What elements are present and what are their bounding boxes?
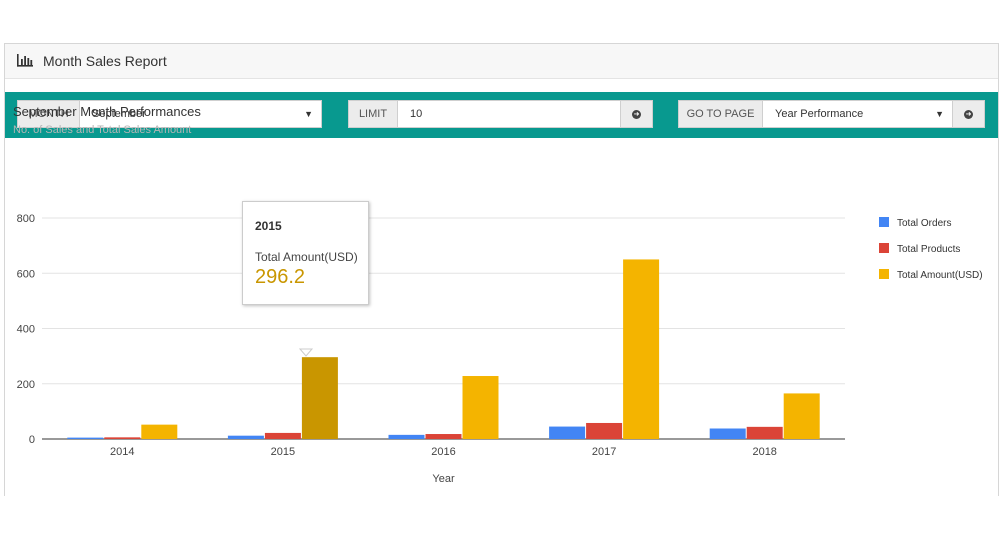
circle-arrow-right-icon: ➜	[964, 109, 973, 119]
chevron-down-icon: ▼	[935, 109, 944, 119]
x-tick-label: 2017	[592, 446, 616, 458]
legend-label: Total Orders	[897, 218, 951, 229]
bar	[623, 259, 660, 439]
month-label: MONTH	[17, 100, 80, 128]
goto-go-button[interactable]: ➜	[953, 100, 985, 128]
circle-arrow-right-icon: ➜	[632, 109, 641, 119]
x-tick-label: 2014	[110, 446, 134, 458]
bar	[783, 393, 820, 439]
legend-label: Total Amount(USD)	[897, 270, 983, 281]
limit-go-button[interactable]: ➜	[621, 100, 653, 128]
bar	[709, 428, 746, 439]
tooltip-value: 296.2	[255, 266, 306, 288]
legend-label: Total Products	[897, 244, 960, 255]
limit-input[interactable]: 10	[398, 100, 621, 128]
bar	[104, 437, 141, 439]
goto-label: GO TO PAGE	[678, 100, 763, 128]
goto-page-select[interactable]: Year Performance ▼	[763, 100, 953, 128]
bar	[227, 435, 264, 439]
chart-subtitle: No. of Sales and Total Sales Amount	[13, 124, 192, 136]
month-select[interactable]: September ▼	[80, 100, 322, 128]
y-tick-label: 800	[17, 213, 35, 225]
tooltip-pointer	[298, 348, 314, 357]
goto-select-value: Year Performance	[775, 108, 864, 120]
legend-swatch	[879, 243, 889, 253]
bar-chart-icon	[17, 54, 33, 67]
bar	[425, 434, 462, 439]
panel-header: Month Sales Report	[5, 44, 998, 79]
bar	[388, 434, 425, 439]
x-tick-label: 2016	[431, 446, 455, 458]
legend-swatch	[879, 269, 889, 279]
x-tick-label: 2018	[752, 446, 776, 458]
month-filter: MONTH September ▼	[17, 100, 322, 128]
bar	[746, 426, 783, 439]
tooltip-series: Total Amount(USD)	[255, 250, 358, 264]
y-tick-label: 600	[17, 268, 35, 280]
chevron-down-icon: ▼	[304, 109, 313, 119]
chart-title: September Month Performances	[13, 104, 201, 119]
bar	[141, 424, 178, 439]
limit-label: LIMIT	[348, 100, 398, 128]
tooltip-category: 2015	[255, 219, 282, 233]
bar	[67, 437, 104, 439]
limit-filter: LIMIT 10 ➜	[348, 100, 653, 128]
report-panel: Month Sales Report MONTH September ▼ LIM…	[4, 43, 999, 496]
month-select-value: September	[92, 108, 146, 120]
y-tick-label: 200	[17, 379, 35, 391]
legend-swatch	[879, 217, 889, 227]
bar	[586, 422, 623, 439]
goto-page-filter: GO TO PAGE Year Performance ▼ ➜	[678, 100, 985, 128]
x-axis-label: Year	[432, 473, 455, 485]
x-tick-label: 2015	[271, 446, 295, 458]
chart-tooltip: 2015 Total Amount(USD) 296.2	[242, 201, 369, 305]
bar	[549, 426, 586, 439]
filter-toolbar: MONTH September ▼ LIMIT 10 ➜ GO TO PAGE …	[5, 92, 998, 138]
bar	[264, 432, 301, 439]
y-tick-label: 0	[29, 434, 35, 446]
y-tick-label: 400	[17, 324, 35, 336]
limit-input-value: 10	[410, 108, 423, 120]
bar	[462, 376, 499, 439]
panel-title: Month Sales Report	[43, 53, 167, 69]
bar	[301, 357, 338, 439]
